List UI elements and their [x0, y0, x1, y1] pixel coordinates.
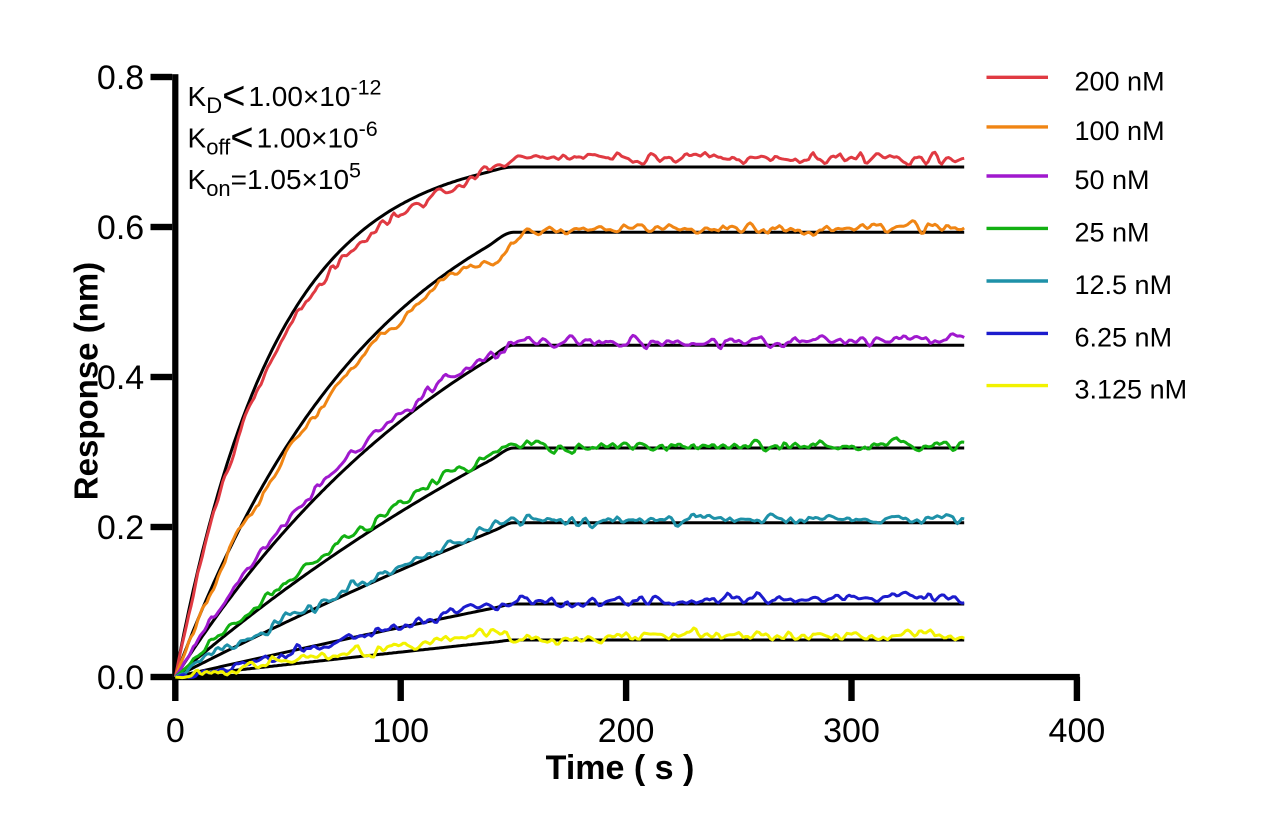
svg-text:300: 300 — [823, 712, 880, 750]
svg-text:0.8: 0.8 — [97, 59, 144, 97]
svg-text:12.5 nM: 12.5 nM — [1075, 270, 1173, 300]
svg-text:100 nM: 100 nM — [1075, 116, 1165, 146]
svg-text:6.25 nM: 6.25 nM — [1075, 322, 1173, 352]
svg-text:Koff<1.00×10-6: Koff< 1.00×10-6 — [188, 116, 378, 160]
svg-text:Response (nm): Response (nm) — [68, 262, 105, 500]
svg-text:200: 200 — [598, 712, 655, 750]
svg-text:50 nM: 50 nM — [1075, 165, 1150, 195]
svg-text:400: 400 — [1049, 712, 1106, 750]
svg-text:0.0: 0.0 — [97, 659, 144, 697]
svg-text:Kon=1.05×105: Kon=1.05×105 — [188, 159, 362, 202]
svg-text:0.2: 0.2 — [97, 509, 144, 547]
svg-text:200 nM: 200 nM — [1075, 66, 1165, 96]
svg-text:Time ( s ): Time ( s ) — [546, 749, 695, 787]
svg-text:100: 100 — [372, 712, 429, 750]
svg-text:0.4: 0.4 — [97, 359, 144, 397]
svg-text:3.125 nM: 3.125 nM — [1075, 375, 1188, 405]
svg-text:0.6: 0.6 — [97, 209, 144, 247]
svg-text:0: 0 — [166, 712, 185, 750]
svg-text:25 nM: 25 nM — [1075, 217, 1150, 247]
